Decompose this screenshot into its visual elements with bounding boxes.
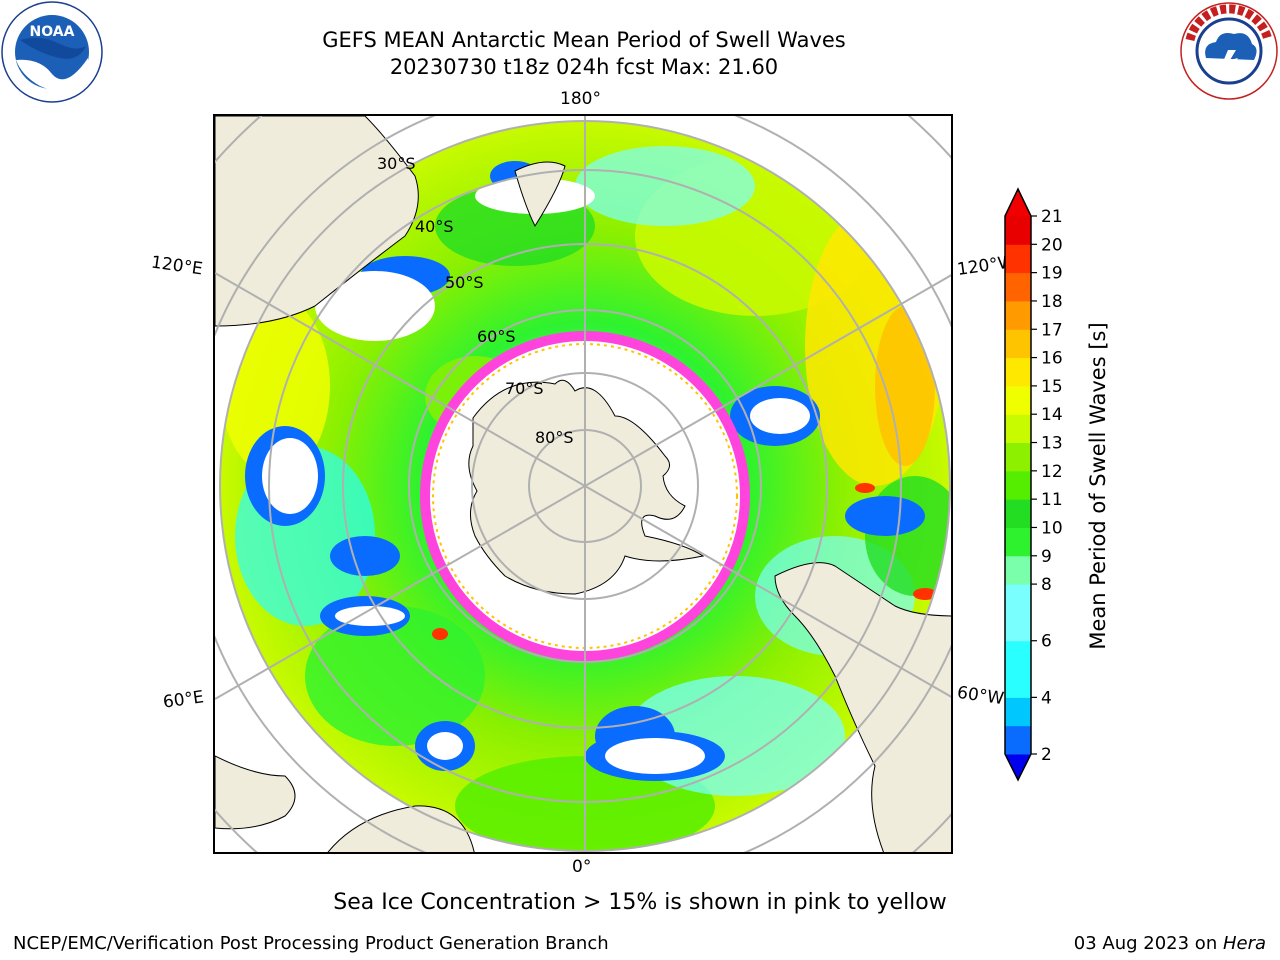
colorbar-segment [1005,357,1031,387]
swell-patches [220,146,950,851]
lat-label-40s: 40°S [415,217,454,236]
lat-label-80s: 80°S [535,428,574,447]
colorbar-tick-label: 9 [1041,547,1052,567]
colorbar-under-triangle [1005,754,1031,780]
chart-title: GEFS MEAN Antarctic Mean Period of Swell… [322,28,846,52]
colorbar-segment [1005,697,1031,727]
colorbar-segment [1005,329,1031,359]
map-panel: 30°S 40°S 50°S 60°S 70°S 80°S [213,114,953,854]
lat-label-30s: 30°S [377,154,416,173]
noaa-logo: NOAA [1,1,103,103]
colorbar-tick-label: 13 [1041,434,1063,454]
colorbar-tick-label: 18 [1041,292,1063,312]
colorbar-segment [1005,244,1031,274]
lon-label-upper-left: 120°E [149,252,204,280]
colorbar-tick-label: 10 [1041,518,1063,538]
colorbar-segment [1005,555,1031,585]
footer-date: 03 Aug 2023 on Hera [1074,933,1266,954]
colorbar-tick-label: 2 [1041,745,1052,765]
colorbar-tick-label: 16 [1041,349,1063,369]
colorbar-tick-label: 21 [1041,207,1063,227]
colorbar-label: Mean Period of Swell Waves [s] [1086,322,1110,650]
colorbar-segment [1005,470,1031,500]
colorbar-segment [1005,216,1031,245]
colorbar-segment [1005,414,1031,444]
svg-text:NOAA: NOAA [30,24,75,40]
colorbar-segment [1005,725,1031,755]
lon-label-bottom: 0° [572,857,592,877]
colorbar-tick-label: 12 [1041,462,1063,482]
colorbar-segment [1005,385,1031,415]
colorbar: 21 20 19 18 17 16 15 14 13 12 11 10 9 8 6 4 2 [1004,187,1063,782]
polar-map: 30°S 40°S 50°S 60°S 70°S 80°S [215,116,951,852]
colorbar-segment [1005,584,1031,642]
colorbar-segment [1005,499,1031,528]
colorbar-tick-label: 4 [1041,688,1052,708]
lat-label-70s: 70°S [505,379,544,398]
no-data-blotches [262,178,810,774]
colorbar-segment [1005,272,1031,302]
latitude-labels: 30°S 40°S 50°S 60°S 70°S 80°S [377,154,574,447]
colorbar-segment [1005,442,1031,472]
footer-date-text: 03 Aug 2023 on [1073,933,1223,954]
land-masses [215,116,951,852]
colorbar-tick-label: 8 [1041,575,1052,595]
lat-label-50s: 50°S [445,273,484,292]
colorbar-tick-label: 17 [1041,320,1063,340]
footer-credit: NCEP/EMC/Verification Post Processing Pr… [13,933,609,954]
colorbar-tick-label: 11 [1041,490,1063,510]
colorbar-tick-label: 14 [1041,405,1063,425]
colorbar-segment [1005,527,1031,557]
chart-subtitle: 20230730 t18z 024h fcst Max: 21.60 [389,55,779,79]
colorbar-tick-label: 15 [1041,377,1063,397]
long-period-spots [432,483,937,640]
colorbar-tick-label: 19 [1041,264,1063,284]
colorbar-segment [1005,300,1031,330]
nws-logo [1180,2,1278,100]
colorbar-tick-label: 6 [1041,632,1052,652]
map-boundary [219,120,951,852]
graticule [215,116,951,852]
lat-label-60s: 60°S [477,327,516,346]
lon-label-top: 180° [560,89,601,109]
colorbar-tick-label: 20 [1041,235,1063,255]
sea-ice-note: Sea Ice Concentration > 15% is shown in … [333,890,947,915]
colorbar-segment [1005,640,1031,698]
footer-host: Hera [1222,933,1266,954]
lon-label-lower-left: 60°E [161,687,206,713]
colorbar-over-triangle [1005,189,1031,216]
